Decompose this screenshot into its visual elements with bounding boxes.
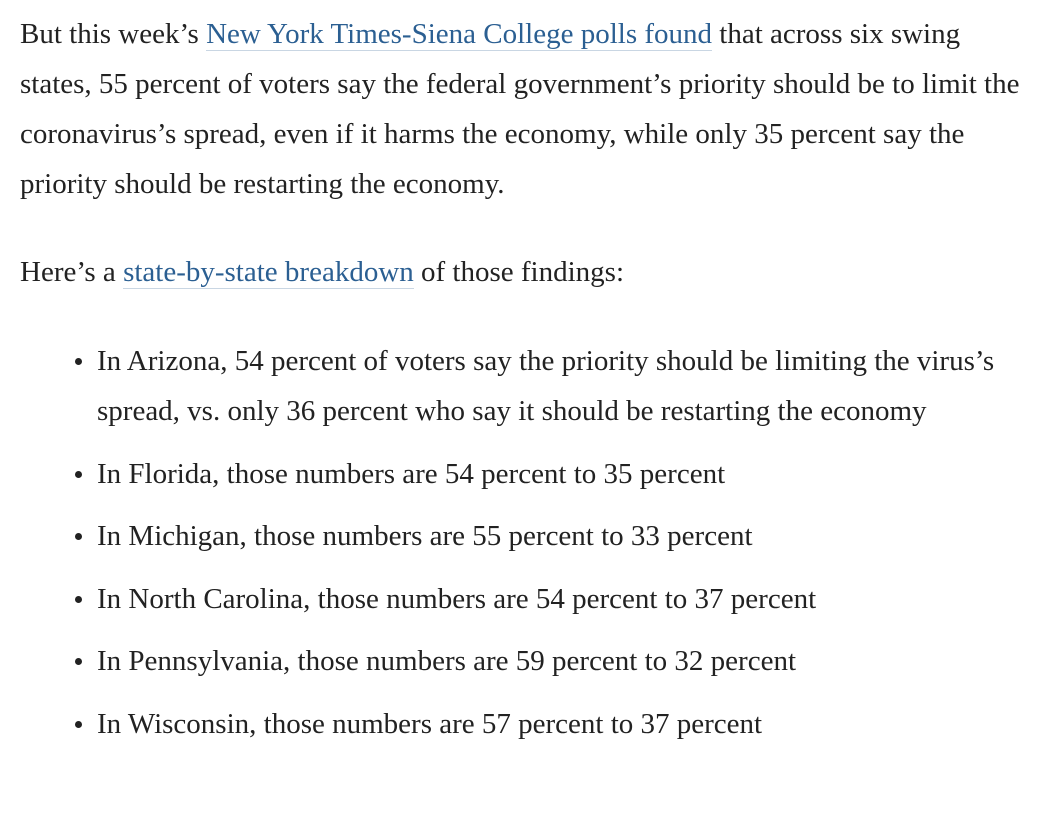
list-item-pennsylvania: In Pennsylvania, those numbers are 59 pe…	[20, 636, 1032, 686]
list-item-florida: In Florida, those numbers are 54 percent…	[20, 449, 1032, 499]
bullet-icon	[75, 720, 82, 728]
list-item-arizona: In Arizona, 54 percent of voters say the…	[20, 336, 1032, 436]
bullet-icon	[75, 658, 82, 665]
list-item-text: In Michigan, those numbers are 55 percen…	[97, 520, 753, 552]
paragraph-1-body: that across six swing states, 55 percent…	[20, 18, 1020, 200]
list-item-michigan: In Michigan, those numbers are 55 percen…	[20, 511, 1032, 561]
list-item-text: In Wisconsin, those numbers are 57 perce…	[97, 707, 763, 740]
paragraph-2-intro: Here’s a	[20, 256, 124, 288]
list-item-text: In North Carolina, those numbers are 54 …	[97, 582, 817, 615]
list-item-text: In Pennsylvania, those numbers are 59 pe…	[97, 645, 797, 677]
bullet-icon	[75, 358, 82, 365]
state-findings-list: In Arizona, 54 percent of voters say the…	[20, 336, 1032, 761]
nyt-siena-polls-link[interactable]: New York Times-Siena College polls found	[206, 18, 713, 51]
list-item-north-carolina: In North Carolina, those numbers are 54 …	[20, 574, 1032, 624]
bullet-icon	[75, 595, 82, 603]
state-breakdown-link[interactable]: state-by-state breakdown	[123, 256, 414, 289]
paragraph-2-tail: of those findings:	[413, 256, 625, 288]
paragraph-poll-summary: But this week’s New York Times-Siena Col…	[20, 9, 1032, 209]
paragraph-1-intro: But this week’s	[20, 18, 207, 50]
list-item-text: In Florida, those numbers are 54 percent…	[97, 457, 726, 490]
list-item-wisconsin: In Wisconsin, those numbers are 57 perce…	[20, 699, 1032, 749]
list-item-text: In Arizona, 54 percent of voters say the…	[97, 345, 995, 427]
bullet-icon	[75, 470, 82, 478]
paragraph-breakdown-intro: Here’s a state-by-state breakdown of tho…	[20, 247, 1032, 297]
bullet-icon	[75, 533, 82, 540]
